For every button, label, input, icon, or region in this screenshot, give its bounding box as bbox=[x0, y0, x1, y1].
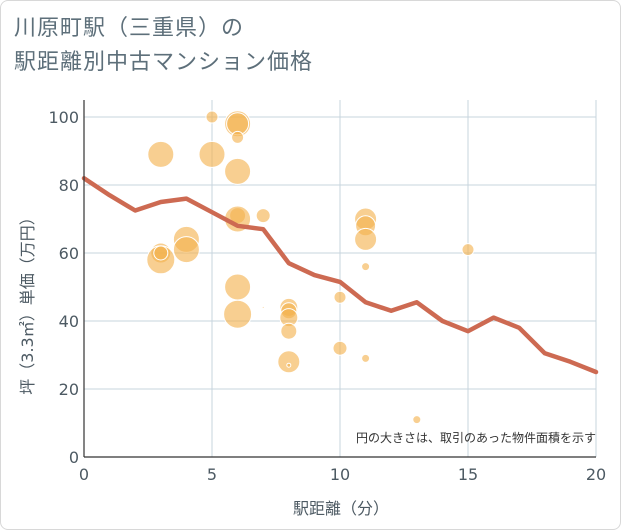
data-bubble bbox=[354, 227, 378, 251]
data-bubble bbox=[412, 415, 422, 425]
data-bubble bbox=[255, 208, 271, 224]
data-bubble bbox=[277, 350, 301, 374]
title-line-1: 川原町駅（三重県）の bbox=[14, 16, 245, 41]
x-tick-label: 10 bbox=[330, 465, 350, 484]
trend-line bbox=[81, 175, 599, 375]
data-bubble bbox=[332, 340, 348, 356]
x-tick-label: 0 bbox=[79, 465, 89, 484]
y-tick-label: 40 bbox=[59, 312, 79, 331]
bubble-size-note: 円の大きさは、取引のあった物件面積を示す bbox=[356, 430, 596, 445]
bubble-layer bbox=[146, 110, 475, 425]
data-bubble bbox=[198, 140, 226, 168]
data-bubble bbox=[147, 140, 175, 168]
data-bubble bbox=[286, 362, 292, 368]
title-line-2: 駅距離別中古マンション価格 bbox=[14, 50, 314, 75]
data-bubble bbox=[280, 322, 298, 340]
data-bubble bbox=[205, 110, 219, 124]
axes: 0 20 40 60 80 100 0 5 10 15 20 bbox=[48, 100, 606, 484]
x-tick-label: 20 bbox=[586, 465, 606, 484]
data-bubble bbox=[361, 353, 371, 363]
data-bubble bbox=[153, 245, 169, 261]
y-tick-label: 0 bbox=[69, 448, 79, 467]
chart-title: 川原町駅（三重県）の 駅距離別中古マンション価格 bbox=[14, 12, 313, 80]
y-tick-label: 80 bbox=[59, 176, 79, 195]
data-bubble bbox=[223, 299, 253, 329]
data-bubble bbox=[224, 157, 252, 185]
data-bubble bbox=[231, 130, 245, 144]
data-bubble bbox=[333, 290, 347, 304]
y-tick-label: 100 bbox=[48, 108, 79, 127]
trend-line-layer bbox=[81, 175, 599, 375]
data-bubble bbox=[261, 305, 265, 309]
y-tick-label: 20 bbox=[59, 380, 79, 399]
data-bubble bbox=[361, 262, 371, 272]
x-axis-label: 駅距離（分） bbox=[293, 499, 389, 518]
data-bubble bbox=[461, 243, 475, 257]
data-bubble bbox=[172, 236, 200, 264]
data-bubble bbox=[224, 273, 252, 301]
x-tick-label: 15 bbox=[458, 465, 478, 484]
y-tick-label: 60 bbox=[59, 244, 79, 263]
x-tick-label: 5 bbox=[207, 465, 217, 484]
y-axis-label: 坪（3.3㎡）単価（万円） bbox=[18, 209, 37, 394]
